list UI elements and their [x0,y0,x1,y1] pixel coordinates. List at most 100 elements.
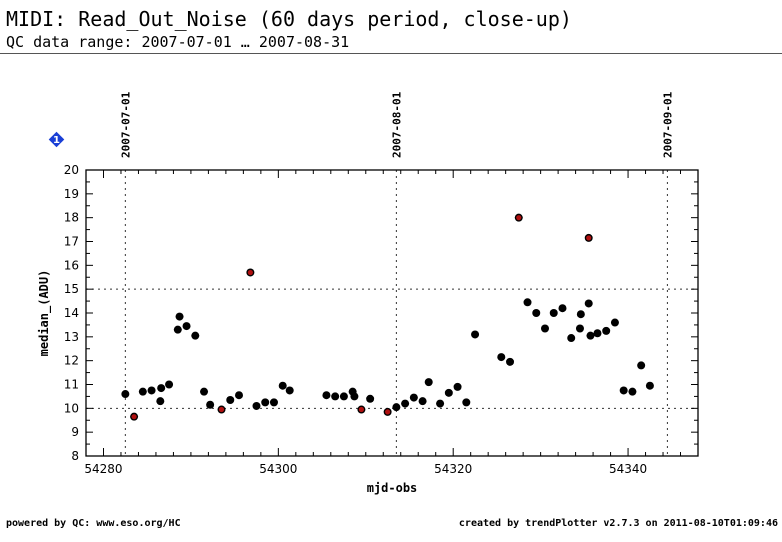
y-tick-label: 11 [64,378,79,392]
data-point [584,299,593,308]
x-tick-label: 54340 [609,462,647,476]
header-divider [0,53,782,54]
data-point [191,331,200,340]
data-point [506,357,515,366]
data-point [350,392,359,401]
outlier-point [357,405,366,414]
data-point [366,394,375,403]
data-point [523,298,532,307]
grid-lines [86,288,698,409]
y-tick-label: 18 [64,211,79,225]
data-point [392,403,401,412]
x-axis-label: mjd-obs [367,481,418,495]
y-axis-label: median_(ADU) [37,270,52,357]
y-tick-label: 16 [64,258,79,272]
data-point [436,399,445,408]
date-marker-label: 2007-07-01 [119,91,132,158]
data-point [610,318,619,327]
y-tick-label: 17 [64,235,79,249]
data-point [121,390,130,399]
date-marker-label: 2007-08-01 [390,91,403,158]
date-markers: 2007-07-01 2007-08-01 2007-09-01 [119,91,674,456]
badge-diamond-icon[interactable] [48,131,65,148]
x-tick-label: 54320 [434,462,472,476]
y-tick-label: 19 [64,187,79,201]
y-tick-label: 14 [64,306,79,320]
data-point [175,312,184,321]
data-point [567,334,576,343]
data-point [401,399,410,408]
y-tick-label: 8 [71,449,79,463]
data-point [206,400,215,409]
data-point [497,353,506,362]
data-point [322,391,331,400]
data-point [541,324,549,333]
outlier-point-fill [516,215,522,221]
y-tick-label: 20 [64,163,79,177]
chart-subtitle: QC data range: 2007-07-01 … 2007-08-31 [6,33,350,51]
outlier-point-fill [586,235,592,241]
outlier-point [514,213,523,222]
data-point [147,386,156,395]
data-point [453,382,462,391]
chart-title: MIDI: Read_Out_Noise (60 days period, cl… [6,7,572,31]
data-points [121,213,654,421]
data-point [444,388,453,397]
outlier-point-fill [131,414,137,420]
y-tick-label: 12 [64,354,79,368]
outlier-point [130,412,139,421]
x-tick-label: 54280 [84,462,122,476]
data-point [182,322,191,331]
data-point [165,380,174,389]
y-tick-label: 15 [64,282,79,296]
data-point [138,387,147,396]
data-point [645,381,654,390]
x-tick-label: 54300 [259,462,297,476]
badge-number: 1 [53,135,60,146]
outlier-point-fill [358,406,364,413]
data-point [462,398,471,407]
data-point [156,397,165,406]
axis-ticks: 8 9 10 11 12 13 14 15 16 17 18 19 20 54280 54300 54320 5… [64,163,699,476]
y-tick-label: 9 [71,425,79,439]
data-point [558,304,567,313]
data-point [593,329,602,338]
data-point [424,378,433,387]
data-point [252,401,261,410]
outlier-point-fill [385,409,391,415]
data-point [602,326,611,335]
data-point [261,398,270,407]
data-point [173,325,182,334]
y-tick-label: 10 [64,401,79,415]
data-point [418,397,427,406]
data-point [549,309,558,317]
data-point [637,361,646,370]
data-point [157,384,166,393]
data-point [471,330,480,339]
footer-created-by: created by trendPlotter v2.7.3 on 2011-0… [458,518,778,529]
data-point [226,395,235,404]
data-point [532,309,541,317]
data-point [278,381,287,390]
outlier-point-fill [218,406,225,413]
info-badge[interactable]: 1 [48,131,65,148]
data-point [575,324,584,333]
outlier-point [246,268,255,277]
data-point [586,331,595,340]
data-point [235,391,243,400]
footer-powered-by: powered by QC: www.eso.org/HC [6,518,181,529]
outlier-point [584,233,593,242]
date-marker-label: 2007-09-01 [661,91,674,158]
outlier-point [383,407,392,416]
data-point [269,398,278,407]
outlier-point-fill [247,269,253,276]
data-point [285,386,294,395]
data-point [628,387,637,396]
y-tick-label: 13 [64,330,79,344]
data-point [339,392,348,401]
data-point [331,392,340,401]
data-point [576,310,585,319]
data-point [409,393,418,402]
plot-frame [85,169,699,457]
